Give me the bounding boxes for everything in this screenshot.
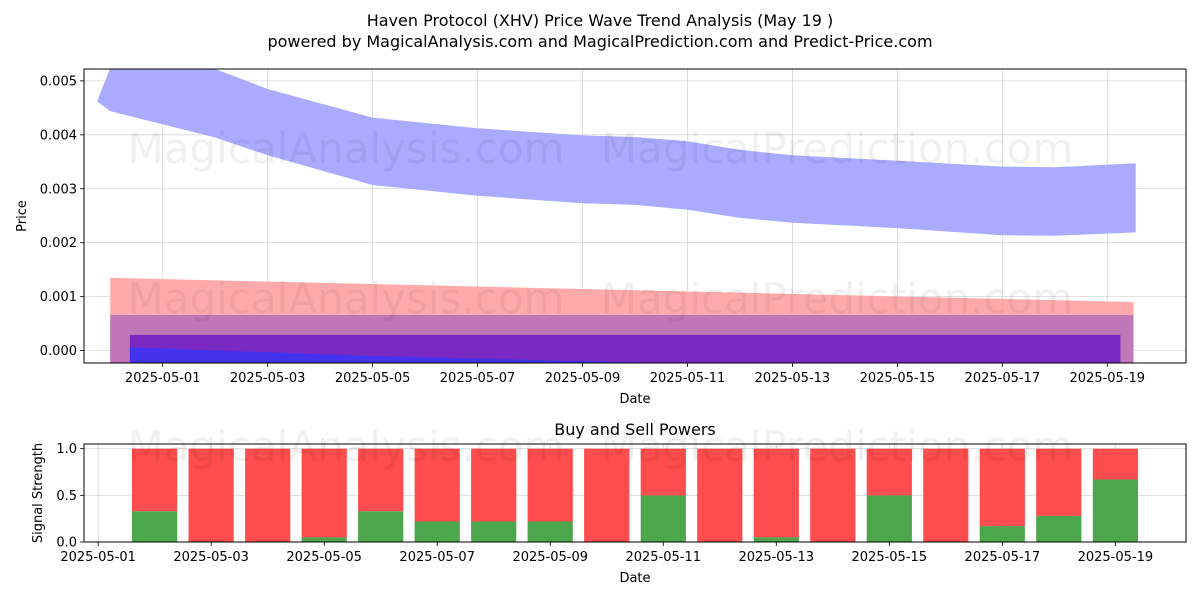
buy-bar	[358, 511, 404, 542]
signal-x-tick-label: 2025-05-15	[852, 550, 928, 565]
signal-x-axis-label: Date	[619, 571, 650, 586]
sell-bar	[245, 448, 291, 542]
signal-y-tick-label: 0.5	[56, 489, 77, 504]
sell-bar	[1092, 448, 1138, 480]
watermark-text: MagicalAnalysis.com	[128, 124, 565, 173]
sell-bar	[1036, 448, 1082, 516]
price-x-tick-label: 2025-05-07	[440, 371, 516, 386]
signal-axes-frame	[83, 443, 1187, 543]
price-x-tick-label: 2025-05-15	[860, 371, 936, 386]
sell-bar	[471, 448, 517, 522]
watermark-text: MagicalAnalysis.com	[128, 422, 565, 471]
signal-x-tick-label: 2025-05-19	[1078, 550, 1154, 565]
price-axes-frame	[83, 68, 1187, 364]
price-y-tick-label: 0.005	[40, 74, 77, 89]
sell-bar	[697, 448, 743, 542]
signal-x-tick-label: 2025-05-01	[60, 550, 136, 565]
price-x-tick-label: 2025-05-09	[545, 371, 621, 386]
sell-bar	[414, 448, 460, 522]
signal-x-tick-label: 2025-05-13	[739, 550, 815, 565]
chart-title-line1: Haven Protocol (XHV) Price Wave Trend An…	[367, 11, 834, 30]
buy-bar	[132, 511, 178, 542]
buy-bar	[866, 495, 912, 542]
buy-bar	[414, 521, 460, 542]
buy-bar	[471, 521, 517, 542]
buy-bar	[753, 537, 799, 542]
buy-bar	[979, 526, 1025, 542]
signal-x-tick-label: 2025-05-11	[625, 550, 701, 565]
price-band-1	[97, 69, 1136, 236]
sell-bar	[188, 448, 234, 542]
watermark-text: MagicalAnalysis.com	[128, 274, 565, 323]
price-x-tick-label: 2025-05-11	[650, 371, 726, 386]
signal-x-tick-label: 2025-05-09	[512, 550, 588, 565]
price-y-axis-label: Price	[15, 200, 30, 232]
chart-title-line2: powered by MagicalAnalysis.com and Magic…	[267, 32, 932, 51]
signal-y-axis-label: Signal Strength	[31, 443, 46, 543]
price-band-6	[129, 347, 662, 363]
price-y-tick-label: 0.001	[40, 290, 77, 305]
sell-bar	[866, 448, 912, 496]
sell-bar	[527, 448, 573, 522]
price-panel: 2025-05-01 2025-05-03 2025-05-05 2025-05-07…	[15, 68, 1187, 407]
watermark-text: MagicalPrediction.com	[601, 274, 1074, 323]
price-x-tick-label: 2025-05-19	[1070, 371, 1146, 386]
sell-bar	[358, 448, 404, 512]
buy-bar	[301, 537, 347, 542]
signal-x-tick-label: 2025-05-03	[173, 550, 249, 565]
price-y-tick-label: 0.002	[40, 236, 77, 251]
sell-bar	[301, 448, 347, 538]
buy-bar	[527, 521, 573, 542]
buy-bar	[1092, 479, 1138, 542]
sell-bar	[584, 448, 630, 542]
signal-x-tick-label: 2025-05-07	[399, 550, 475, 565]
buy-bar	[640, 495, 686, 542]
signal-bars	[132, 448, 1138, 542]
price-x-tick-label: 2025-05-03	[230, 371, 306, 386]
price-x-tick-label: 2025-05-05	[335, 371, 411, 386]
buy-bar	[1036, 515, 1082, 542]
sell-bar	[753, 448, 799, 538]
sell-bar	[132, 448, 178, 512]
signal-x-tick-label: 2025-05-17	[965, 550, 1041, 565]
signal-chart-title: Buy and Sell Powers	[554, 420, 716, 439]
price-y-tick-label: 0.003	[40, 182, 77, 197]
price-x-tick-label: 2025-05-13	[755, 371, 831, 386]
price-y-tick-label: 0.004	[40, 128, 77, 143]
price-y-tick-label: 0.000	[40, 344, 77, 359]
signal-y-tick-label: 1.0	[56, 442, 77, 457]
price-band-5	[129, 334, 1121, 363]
sell-bar	[923, 448, 969, 542]
price-x-tick-label: 2025-05-17	[965, 371, 1041, 386]
price-x-axis-label: Date	[619, 392, 650, 407]
price-x-tick-label: 2025-05-01	[125, 371, 201, 386]
sell-bar	[810, 448, 856, 542]
sell-bar	[979, 448, 1025, 527]
watermark-text: MagicalPrediction.com	[601, 422, 1074, 471]
price-bands	[97, 69, 1136, 363]
signal-panel: Buy and Sell Powers 2025-05-01 2025-05-03 2…	[31, 420, 1187, 586]
watermark-text: MagicalPrediction.com	[601, 124, 1074, 173]
signal-x-tick-label: 2025-05-05	[286, 550, 362, 565]
sell-bar	[640, 448, 686, 496]
watermark-layer: MagicalAnalysis.com MagicalPrediction.com…	[128, 124, 1074, 471]
signal-y-tick-label: 0.0	[56, 536, 77, 551]
